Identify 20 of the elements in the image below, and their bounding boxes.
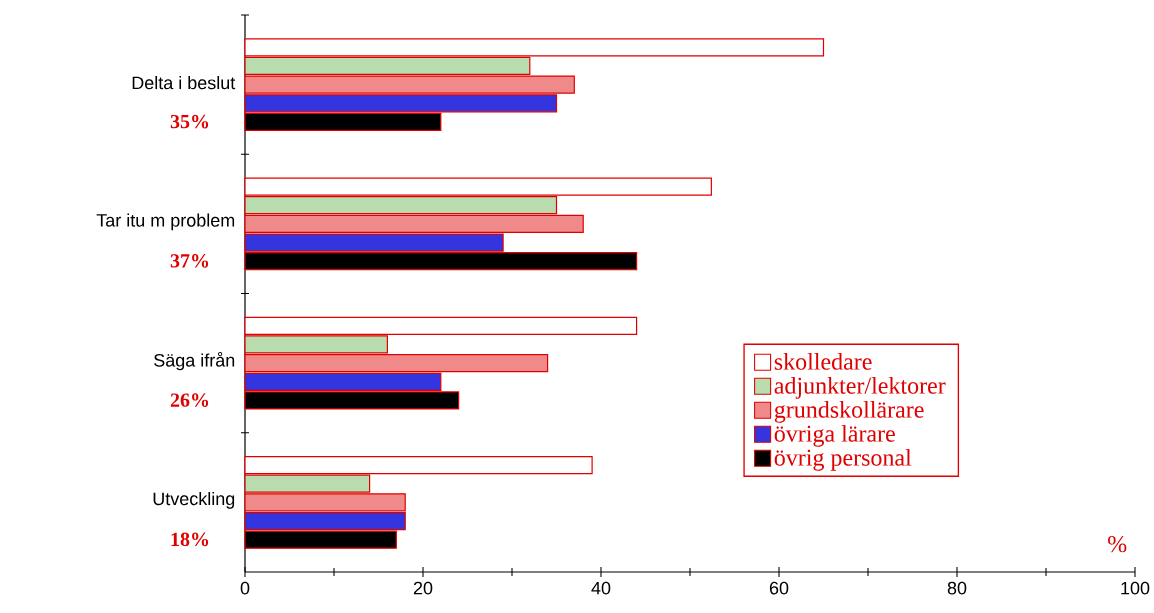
legend-label: övriga lärare — [774, 424, 895, 447]
text: 37% — [170, 254, 209, 268]
x-tick-label: 20 — [413, 581, 433, 595]
x-tick-label: 60 — [769, 581, 789, 595]
x-axis-title: % — [1108, 536, 1127, 553]
text: 18% — [171, 532, 209, 547]
x-tick-label: 0 — [240, 581, 250, 595]
y-tick-label: Tar itu m problem — [96, 213, 235, 231]
x-tick-label: 40 — [591, 581, 611, 595]
text: 26% — [170, 393, 209, 407]
y-tick-label: Delta i beslut — [132, 76, 236, 90]
x-tick-label: 80 — [947, 581, 967, 595]
x-tick-label: 100 — [1121, 581, 1150, 595]
y-tick-label: Utveckling — [153, 491, 235, 509]
legend-label: adjunkter/lektorer — [774, 376, 946, 399]
legend-label: övrig personal — [774, 448, 912, 471]
y-tick-label: Säga ifrån — [154, 351, 235, 371]
legend-label: grundskollärare — [774, 400, 924, 423]
text: 35% — [170, 114, 209, 129]
legend-label: skolledare — [774, 352, 872, 370]
